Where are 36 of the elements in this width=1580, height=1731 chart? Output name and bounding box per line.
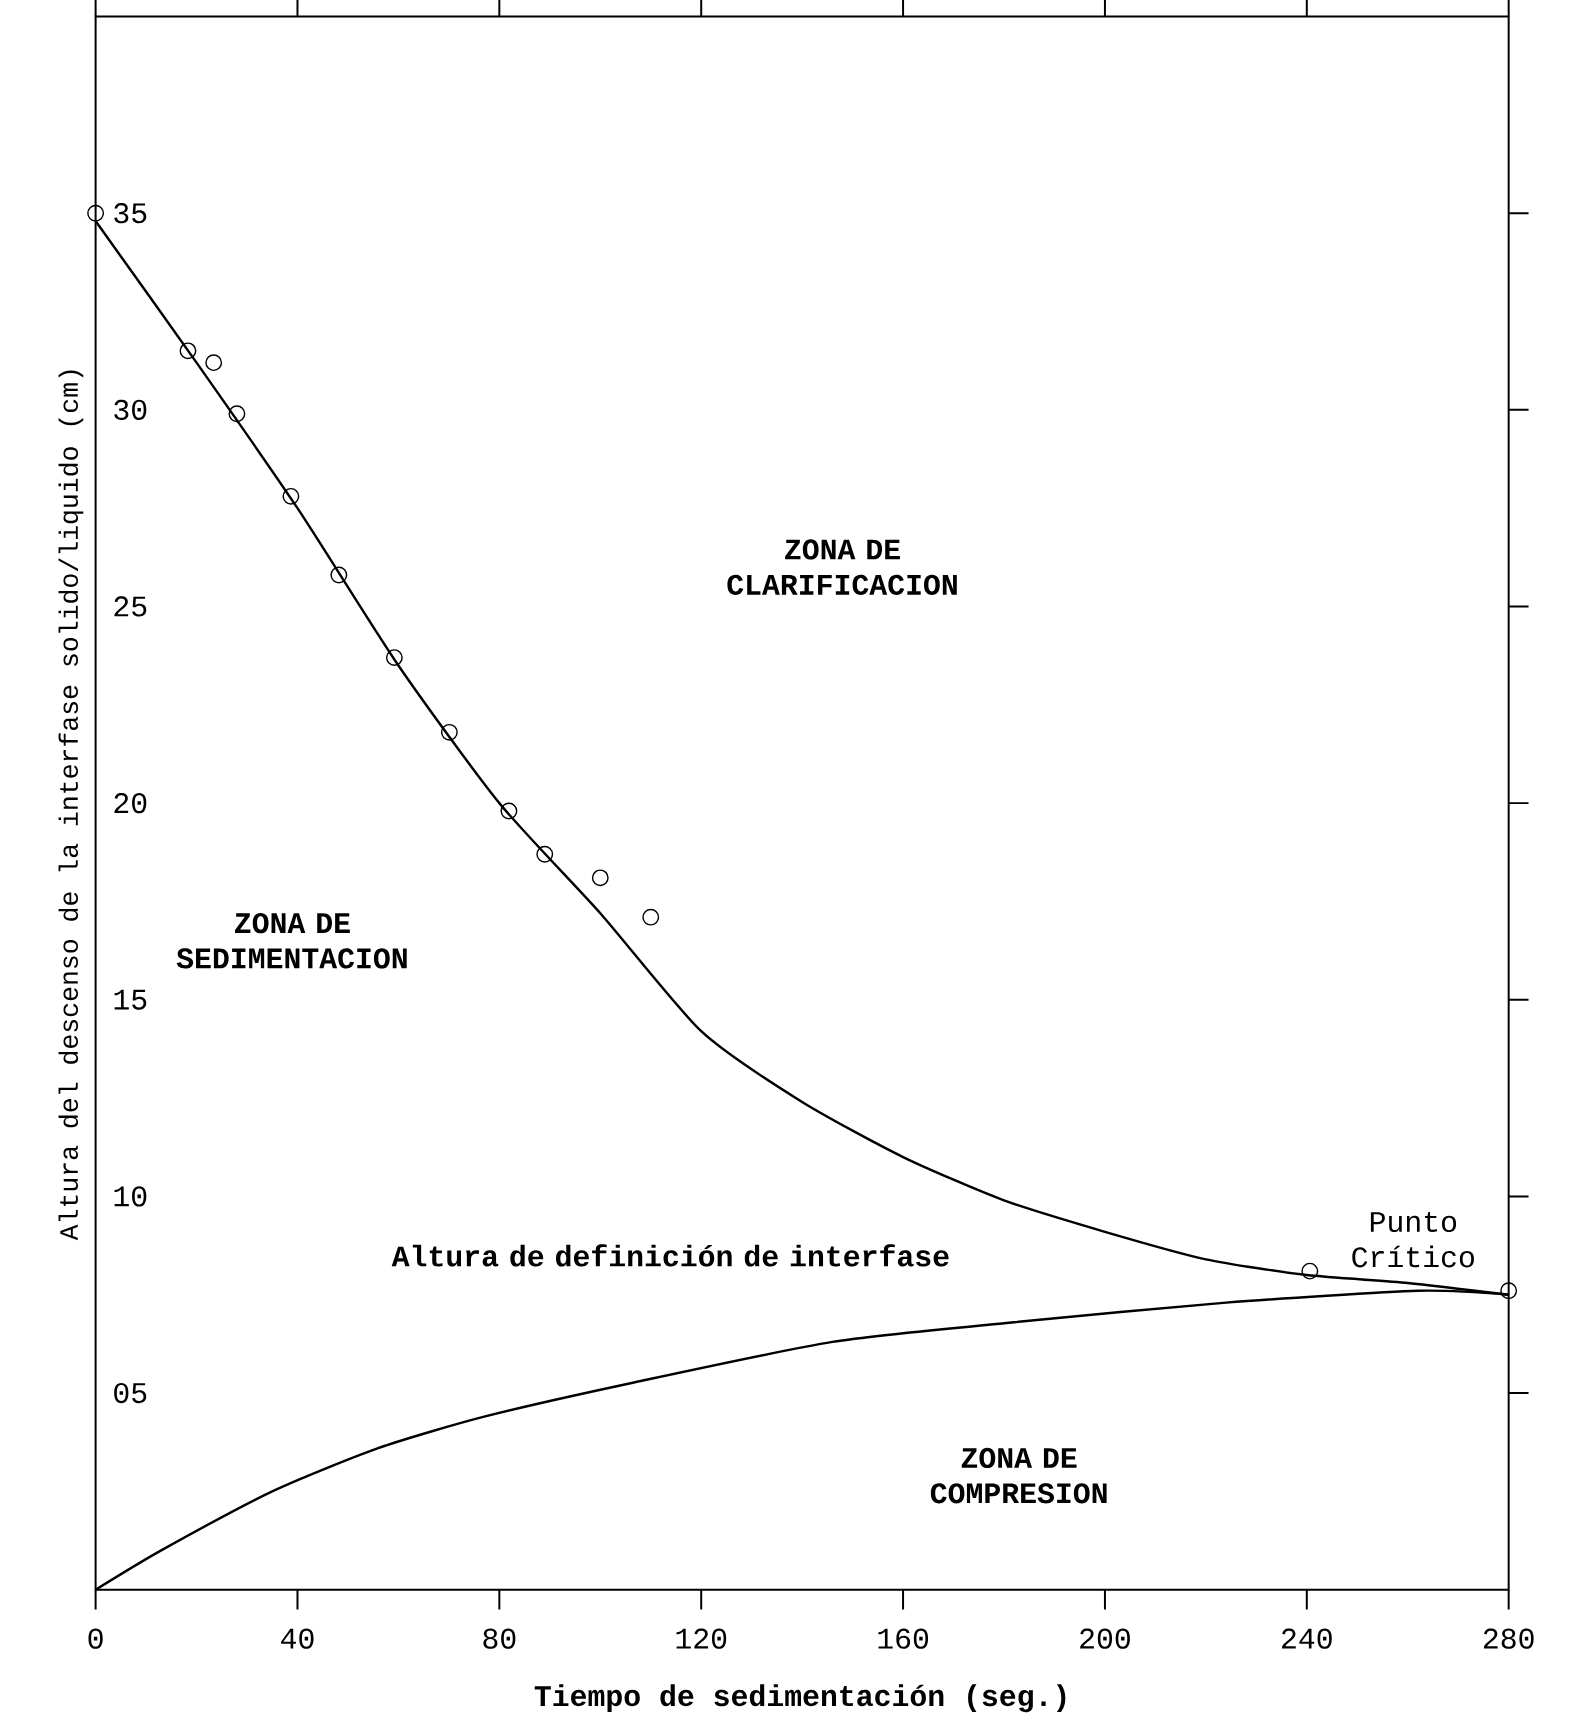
point <box>440 723 458 741</box>
y-tick-label: 20 <box>114 793 147 814</box>
point <box>1301 1262 1319 1280</box>
point <box>205 354 222 372</box>
x-tick-label: 200 <box>1080 1628 1130 1649</box>
x-tick-label: 240 <box>1281 1628 1332 1649</box>
point <box>179 342 197 360</box>
point <box>500 802 518 820</box>
x-tick-label: 40 <box>280 1628 314 1649</box>
x-tick-label: 0 <box>88 1628 103 1649</box>
x-tick-label: 160 <box>878 1628 928 1649</box>
point <box>330 566 348 584</box>
y-tick-label: 30 <box>114 399 147 420</box>
x-tick-label: 120 <box>676 1628 726 1649</box>
point <box>86 204 104 222</box>
y-axis-title: Altura del descenso de la interfase solido/liquido (cm) <box>58 370 84 1241</box>
x-axis-title: Tiempo de sedimentación (seg.) <box>534 1684 1066 1713</box>
x-tick-label: 80 <box>483 1628 516 1649</box>
annotation: Altura de definición de interfase <box>391 1244 949 1267</box>
point <box>385 649 403 667</box>
annotation: Punto Crítico <box>1352 1211 1474 1268</box>
point <box>591 869 609 887</box>
y-tick-label: 10 <box>114 1186 147 1207</box>
point <box>228 405 246 423</box>
x-tick-label: 280 <box>1483 1628 1534 1649</box>
annotation: ZONA DE SEDIMENTACION <box>176 912 407 969</box>
annotation: ZONA DE COMPRESION <box>930 1447 1107 1504</box>
point <box>282 487 300 505</box>
y-tick-label: 25 <box>114 596 147 617</box>
point <box>642 908 659 926</box>
y-tick-label: 35 <box>114 203 147 224</box>
point <box>536 845 554 863</box>
y-tick-label: 15 <box>114 989 147 1010</box>
point <box>1500 1282 1517 1300</box>
y-tick-label: 05 <box>113 1382 147 1404</box>
annotation: ZONA DE CLARIFICACION <box>727 539 957 595</box>
